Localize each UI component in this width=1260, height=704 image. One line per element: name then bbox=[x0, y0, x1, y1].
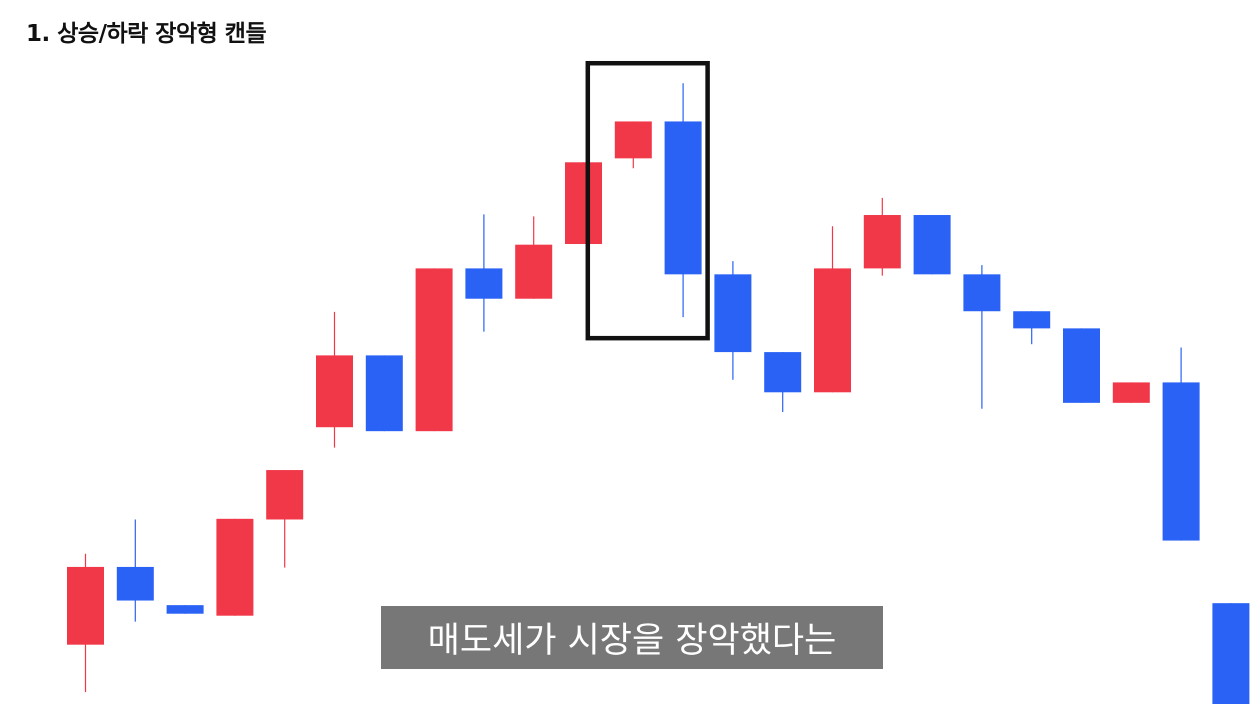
candle-14 bbox=[714, 261, 752, 380]
candle-7 bbox=[365, 355, 403, 432]
candle-12 bbox=[614, 121, 652, 169]
candle-body bbox=[714, 274, 752, 353]
candle-body bbox=[565, 162, 602, 245]
candle-13 bbox=[664, 83, 702, 318]
candle-body bbox=[365, 355, 403, 432]
candle-body bbox=[166, 605, 204, 614]
subtitle-text: 매도세가 시장을 장악했다는 bbox=[427, 621, 837, 661]
candle-23 bbox=[1162, 347, 1200, 541]
candle-body bbox=[1162, 382, 1200, 541]
candle-4 bbox=[216, 518, 254, 616]
candle-body bbox=[465, 268, 503, 299]
candle-3 bbox=[166, 605, 204, 614]
candle-body bbox=[266, 470, 304, 520]
candle-body bbox=[963, 274, 1001, 312]
subtitle-caption: 매도세가 시장을 장악했다는 bbox=[381, 606, 883, 669]
candle-1 bbox=[67, 553, 104, 693]
candle-body bbox=[814, 268, 851, 393]
candle-body bbox=[67, 566, 104, 645]
candle-body bbox=[1013, 311, 1051, 329]
candle-9 bbox=[465, 214, 503, 332]
candle-15 bbox=[764, 352, 802, 413]
candle-body bbox=[913, 215, 951, 275]
candle-6 bbox=[316, 311, 353, 448]
candle-24 bbox=[1212, 603, 1250, 704]
candle-5 bbox=[266, 470, 304, 568]
candle-body bbox=[614, 121, 652, 159]
candle-body bbox=[116, 566, 154, 601]
candle-19 bbox=[963, 265, 1001, 409]
highlight-box bbox=[585, 60, 710, 341]
candle-11 bbox=[565, 162, 602, 245]
candle-20 bbox=[1013, 311, 1051, 345]
candle-body bbox=[415, 268, 453, 432]
candle-body bbox=[515, 244, 553, 299]
page-title: 1. 상승/하락 장악형 캔들 bbox=[26, 21, 267, 47]
candle-body bbox=[216, 518, 254, 616]
candle-22 bbox=[1112, 382, 1150, 403]
candle-body bbox=[664, 121, 702, 275]
candle-17 bbox=[863, 197, 901, 276]
candle-body bbox=[1212, 603, 1250, 704]
candle-10 bbox=[515, 216, 553, 299]
candle-16 bbox=[814, 226, 851, 393]
candle-2 bbox=[116, 519, 154, 622]
candle-21 bbox=[1063, 328, 1100, 403]
candle-body bbox=[1063, 328, 1100, 403]
candle-body bbox=[1112, 382, 1150, 403]
candle-8 bbox=[415, 268, 453, 432]
candle-body bbox=[316, 355, 353, 428]
candle-body bbox=[863, 215, 901, 269]
candle-body bbox=[764, 352, 802, 393]
candle-18 bbox=[913, 215, 951, 275]
